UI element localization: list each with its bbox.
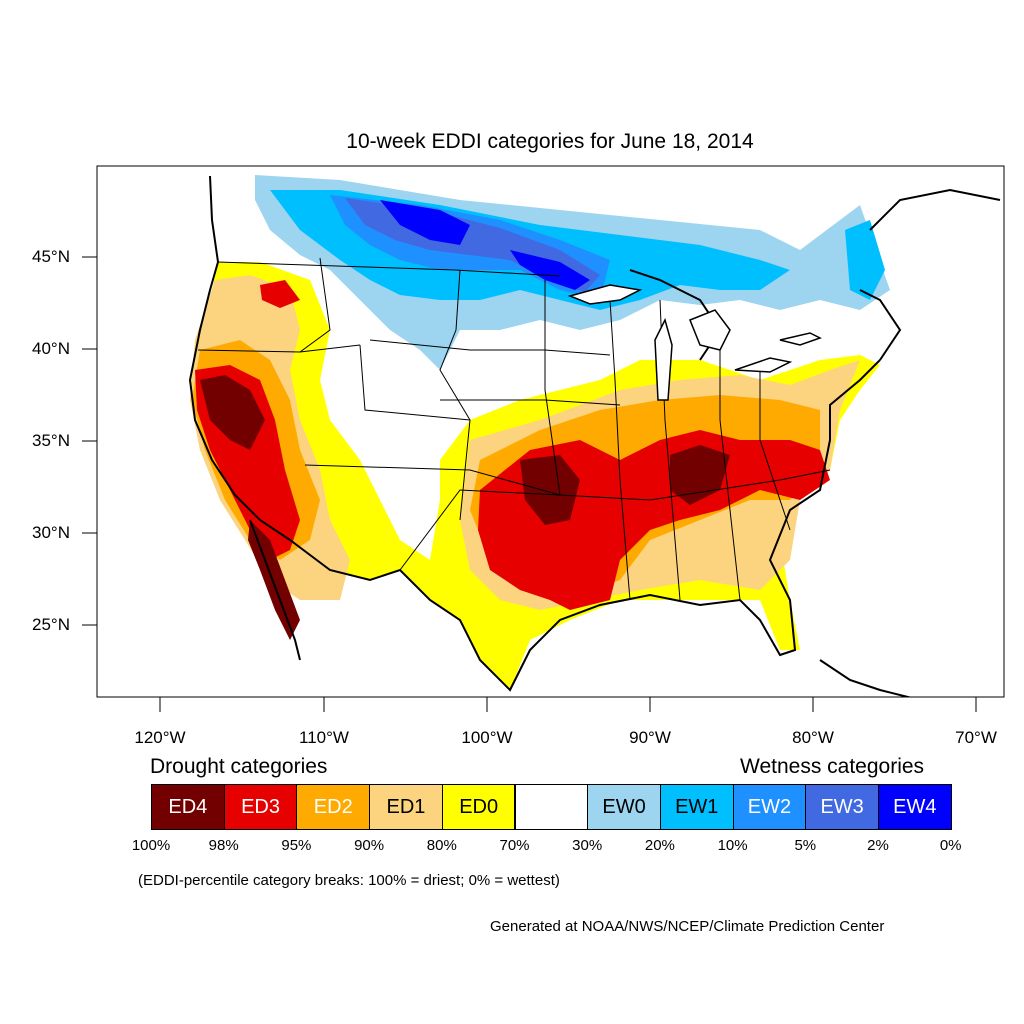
legend-cell-ew3: EW3 [805, 784, 879, 830]
map-title: 10-week EDDI categories for June 18, 201… [346, 130, 754, 153]
eddi-map [82, 165, 1005, 712]
lon-tick-70: 70°W [955, 728, 997, 747]
legend-cell-ed3: ED3 [223, 784, 298, 830]
legend-break-label: 10% [717, 837, 748, 854]
legend-break-label: 0% [939, 837, 962, 854]
legend-cell-ew1: EW1 [659, 784, 734, 830]
state-borders [197, 257, 831, 601]
ew4-region-2 [510, 250, 590, 290]
lat-tick-40: 40°N [32, 339, 70, 358]
ed4-region [200, 375, 265, 450]
legend-cell-ew0: EW0 [587, 784, 661, 830]
legend-cell-ed2: ED2 [296, 784, 371, 830]
legend-cell-ew4: EW4 [878, 784, 952, 830]
lon-tick-80: 80°W [792, 728, 834, 747]
legend-break-label: 80% [426, 837, 457, 854]
lat-tick-25: 25°N [32, 615, 70, 634]
ed3-region-ne [260, 280, 300, 308]
lon-tick-100: 100°W [461, 728, 513, 747]
legend-cell-ed4: ED4 [151, 784, 225, 830]
ed4-region-plains [520, 455, 580, 525]
legend-cell-ed1: ED1 [369, 784, 443, 830]
legend-cell-ew2: EW2 [732, 784, 807, 830]
lat-tick-45: 45°N [32, 247, 70, 266]
wetness-categories-heading: Wetness categories [740, 755, 925, 778]
legend-break-label: 2% [867, 837, 889, 854]
lat-tick-35: 35°N [32, 431, 70, 450]
lat-tick-30: 30°N [32, 523, 70, 542]
legend-break-label: 95% [281, 837, 312, 854]
lon-tick-110: 110°W [299, 728, 349, 747]
legend-break-label: 20% [644, 837, 675, 854]
category-breaks-note: (EDDI-percentile category breaks: 100% =… [138, 872, 560, 889]
ew1-region-east [845, 220, 885, 300]
credit-line: Generated at NOAA/NWS/NCEP/Climate Predi… [490, 918, 885, 935]
legend-break-label: 30% [572, 837, 603, 854]
lon-tick-90: 90°W [629, 728, 671, 747]
legend-break-label: 98% [208, 837, 239, 854]
lon-tick-120: 120°W [134, 728, 186, 747]
legend-break-label: 5% [794, 837, 817, 854]
legend-break-label: 70% [499, 837, 530, 854]
ew4-region [380, 200, 470, 245]
drought-categories-heading: Drought categories [150, 755, 328, 778]
legend-break-label: 100% [131, 837, 171, 854]
great-lakes [567, 284, 822, 401]
legend-cell-normal [514, 784, 589, 830]
legend-cell-ed0: ED0 [441, 784, 516, 830]
legend-break-label: 90% [354, 837, 385, 854]
